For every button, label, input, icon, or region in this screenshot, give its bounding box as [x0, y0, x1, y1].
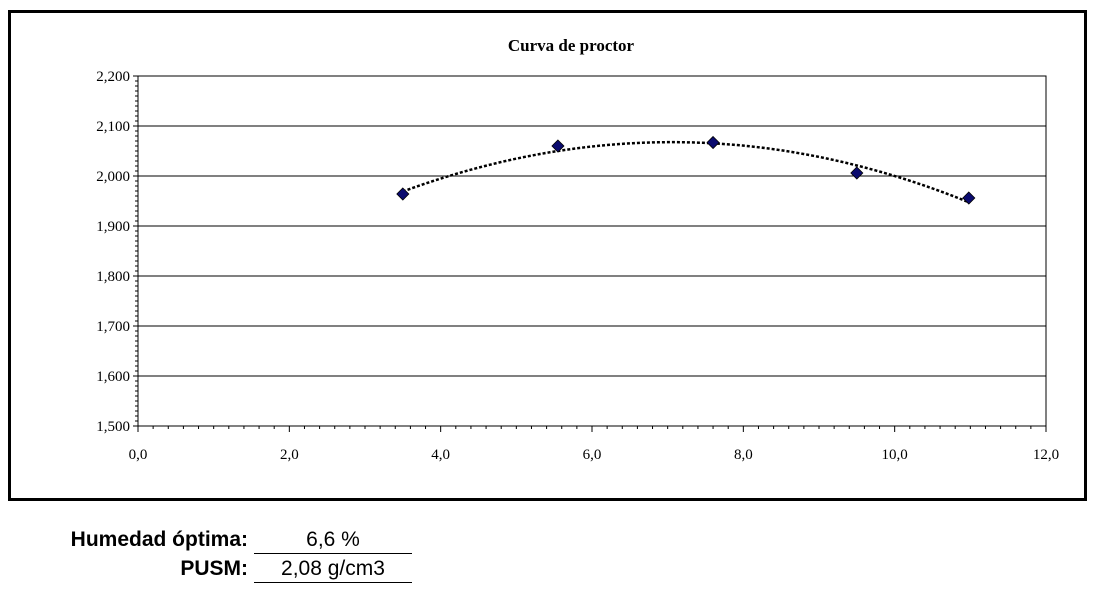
y-tick-label: 1,500 — [96, 419, 130, 435]
x-tick-label: 2,0 — [280, 447, 299, 463]
data-point — [396, 187, 410, 201]
humedad-label: Humedad óptima: — [70, 528, 248, 551]
trendline — [402, 140, 970, 204]
data-point — [850, 166, 864, 180]
x-tick-label: 12,0 — [1033, 447, 1059, 463]
y-tick-label: 1,700 — [96, 319, 130, 335]
pusm-label: PUSM: — [180, 557, 248, 580]
pusm-row: PUSM: 2,08 g/cm3 — [0, 557, 600, 585]
y-tick-label: 2,000 — [96, 169, 130, 185]
y-tick-label: 2,200 — [96, 69, 130, 85]
x-tick-label: 8,0 — [734, 447, 753, 463]
x-tick-label: 6,0 — [583, 447, 602, 463]
chart-title: Curva de proctor — [508, 36, 635, 55]
plot-area — [137, 75, 1047, 427]
y-tick-label: 1,900 — [96, 219, 130, 235]
data-point — [706, 135, 720, 150]
data-point — [551, 139, 565, 153]
chart-frame: Curva de proctor 1,500 1,600 1,700 1,800 1,9… — [8, 10, 1087, 501]
x-tick-label: 0,0 — [129, 447, 148, 463]
pusm-value: 2,08 g/cm3 — [254, 557, 412, 583]
y-tick-label: 1,800 — [96, 269, 130, 285]
x-tick-label: 4,0 — [431, 447, 450, 463]
humedad-value: 6,6 % — [254, 528, 412, 554]
proctor-chart: Curva de proctor 1,500 1,600 1,700 1,800 1,9… — [96, 36, 1059, 463]
humedad-row: Humedad óptima: 6,6 % — [0, 528, 600, 556]
y-tick-label: 1,600 — [96, 369, 130, 385]
y-tick-label: 2,100 — [96, 119, 130, 135]
x-tick-label: 10,0 — [882, 447, 908, 463]
data-point — [962, 191, 976, 205]
